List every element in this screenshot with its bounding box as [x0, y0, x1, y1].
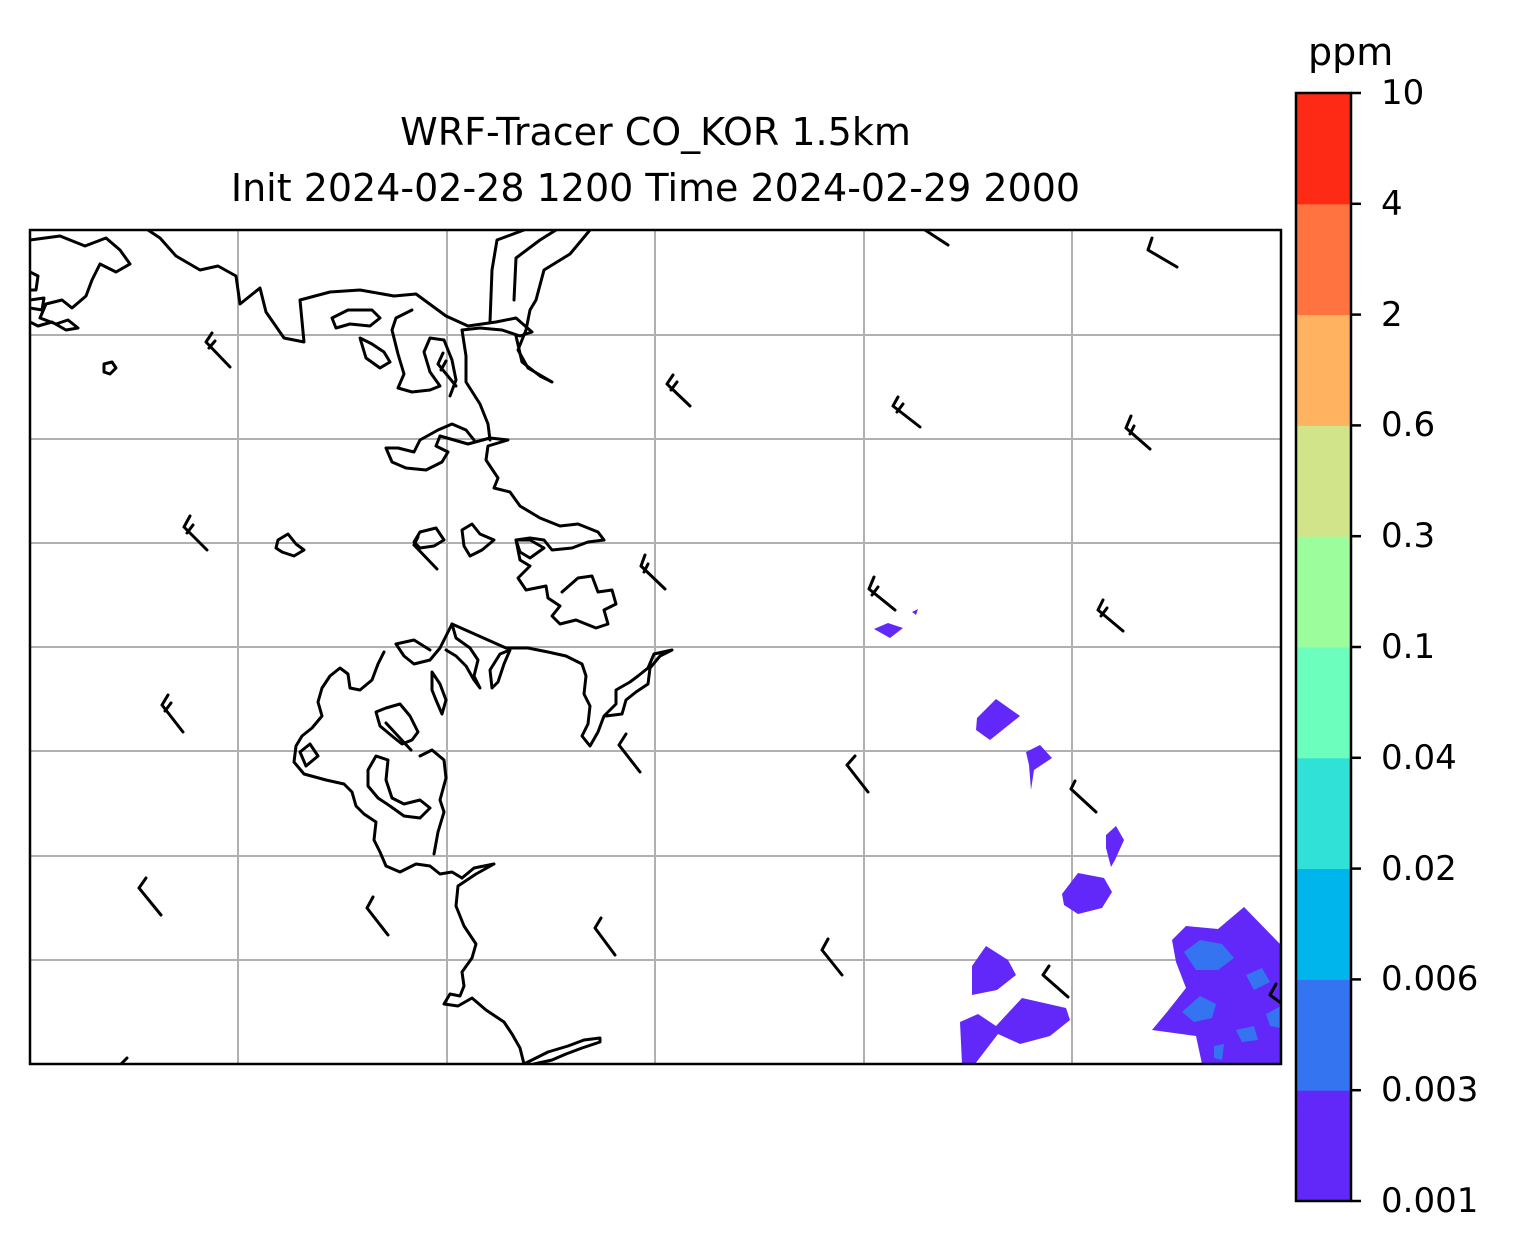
- colorbar: [1296, 93, 1351, 1202]
- contour-patch: [1214, 1044, 1224, 1060]
- colorbar-tick-label: 0.6: [1381, 405, 1436, 446]
- wind-barb: [137, 876, 163, 917]
- colorbar-band: [1296, 1090, 1351, 1202]
- colorbar-band: [1296, 979, 1351, 1091]
- contour-patch: [912, 609, 918, 615]
- wind-barb: [412, 535, 439, 571]
- wind-barb: [845, 754, 870, 794]
- colorbar-tick-label: 0.02: [1381, 848, 1457, 889]
- co-contours: [874, 609, 1281, 1064]
- colorbar-band: [1296, 757, 1351, 870]
- colorbar-tick-label: 0.001: [1381, 1181, 1479, 1221]
- contour-patch: [960, 998, 1070, 1064]
- wind-barb: [384, 721, 413, 752]
- coastline: [30, 230, 674, 1064]
- contour-patch: [1266, 1006, 1281, 1028]
- gridlines: [30, 230, 1281, 1064]
- wind-barb: [1268, 982, 1281, 1005]
- wind-barb: [1041, 964, 1070, 999]
- contour-patch: [1062, 873, 1112, 914]
- wind-barb: [160, 693, 185, 734]
- colorbar-tick-label: 0.04: [1381, 737, 1457, 778]
- wind-barb: [1069, 779, 1098, 814]
- wind-barb: [204, 331, 232, 369]
- wind-barb: [639, 553, 667, 591]
- wind-barb: [665, 373, 692, 408]
- colorbar-tick-label: 0.003: [1381, 1070, 1479, 1111]
- contour-patch: [1152, 907, 1281, 1064]
- map-frame: [28, 228, 1283, 1066]
- wind-barb: [365, 895, 390, 937]
- wind-barb: [436, 351, 458, 388]
- colorbar-tick-label: 0.1: [1381, 627, 1436, 667]
- wind-barb: [182, 514, 209, 552]
- colorbar-tick-label: 2: [1381, 294, 1403, 335]
- wind-barb: [867, 575, 897, 612]
- colorbar-tick-label: 0.3: [1381, 516, 1436, 557]
- contour-patch: [1236, 1026, 1258, 1042]
- wind-barb: [1146, 236, 1179, 269]
- colorbar-unit-label: ppm: [1308, 30, 1394, 74]
- colorbar-band: [1296, 203, 1351, 316]
- contour-patch: [1106, 826, 1124, 867]
- colorbar-band: [1296, 314, 1351, 426]
- wind-barb: [593, 916, 617, 957]
- contour-patch: [1182, 996, 1216, 1022]
- contour-patch: [1026, 745, 1052, 790]
- map-title-line-2: Init 2024-02-28 1200 Time 2024-02-29 200…: [230, 166, 1081, 210]
- colorbar-band: [1296, 425, 1351, 537]
- colorbar-tick-label: 4: [1381, 183, 1403, 224]
- colorbar-ticks: [1351, 91, 1361, 1203]
- wind-barb: [923, 230, 950, 247]
- contour-patch: [976, 699, 1020, 740]
- colorbar-tick-label: 0.006: [1381, 959, 1479, 1000]
- wind-barb: [1096, 598, 1125, 633]
- colorbar-band: [1296, 93, 1351, 205]
- wind-barbs: [119, 230, 1281, 1064]
- contour-patch: [972, 946, 1016, 995]
- wind-barb: [617, 732, 642, 774]
- contour-patch: [1184, 940, 1234, 970]
- colorbar-tick-label: 10: [1381, 73, 1425, 113]
- wind-barb: [820, 937, 844, 977]
- colorbar-band: [1296, 647, 1351, 759]
- colorbar-band: [1296, 868, 1351, 980]
- wind-barb: [1124, 414, 1152, 451]
- colorbar-band: [1296, 536, 1351, 648]
- contour-patch: [874, 623, 903, 638]
- contour-patch: [1246, 968, 1270, 990]
- wind-barb: [891, 395, 922, 429]
- map-title-line-1: WRF-Tracer CO_KOR 1.5km: [400, 110, 911, 154]
